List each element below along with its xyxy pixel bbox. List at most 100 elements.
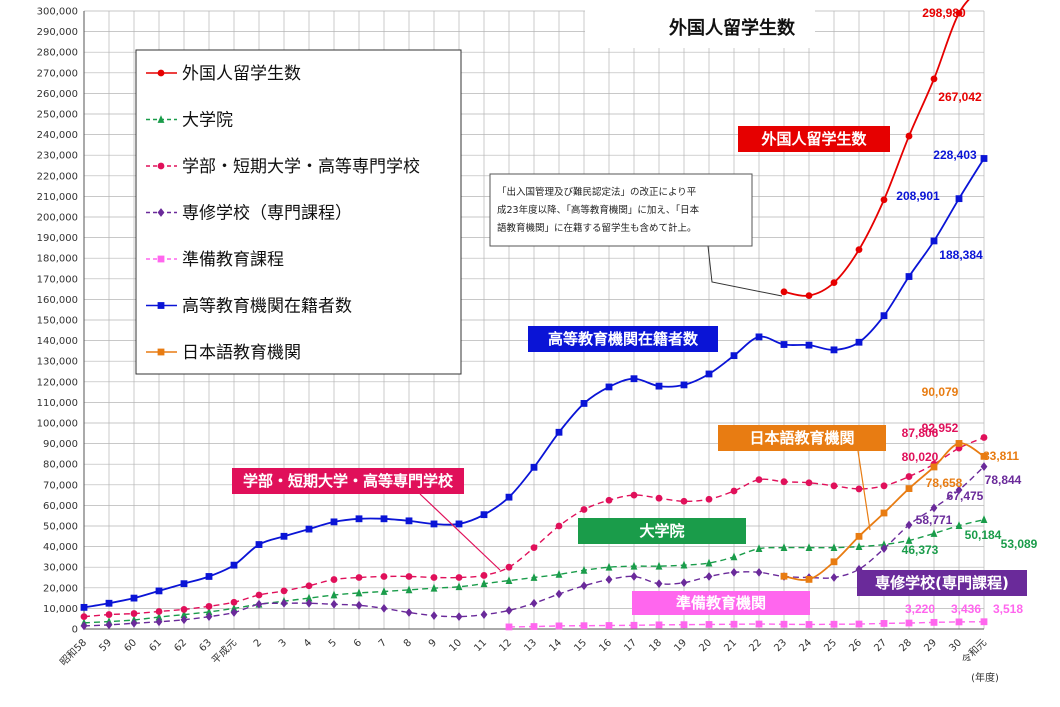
x-tick-label: 60 <box>122 637 139 654</box>
data-point <box>980 434 988 441</box>
y-tick-label: 50,000 <box>43 522 78 533</box>
x-tick-label: 14 <box>547 637 564 654</box>
data-point <box>955 521 963 530</box>
data-label: 90,079 <box>922 385 959 399</box>
data-label: 208,901 <box>896 189 940 203</box>
series-line <box>508 621 985 628</box>
data-label: 267,042 <box>938 90 982 104</box>
series-banner-label: 外国人留学生数 <box>760 130 867 148</box>
data-point <box>730 620 738 628</box>
data-point <box>905 132 913 140</box>
legend-marker <box>157 348 165 356</box>
series-group <box>505 618 988 631</box>
data-point <box>905 619 913 627</box>
data-point <box>505 623 513 631</box>
data-point <box>405 585 413 594</box>
legend-marker <box>157 302 165 309</box>
data-label: 78,844 <box>985 473 1022 487</box>
data-point <box>980 462 988 471</box>
x-tick-label: 28 <box>897 637 914 654</box>
data-point <box>80 613 88 621</box>
series-banner <box>232 468 464 494</box>
data-label: 83,811 <box>983 449 1019 463</box>
series-group <box>80 434 988 621</box>
data-point <box>480 579 488 588</box>
y-tick-label: 0 <box>72 625 78 636</box>
x-tick-label: 22 <box>747 637 764 654</box>
data-point <box>755 544 763 553</box>
series-lines <box>80 0 988 631</box>
data-point <box>305 598 313 608</box>
y-tick-label: 280,000 <box>37 48 78 59</box>
data-point <box>505 493 513 501</box>
data-point <box>305 582 313 590</box>
data-point <box>730 352 738 360</box>
data-point <box>830 558 838 566</box>
data-point <box>605 622 613 629</box>
y-tick-label: 170,000 <box>37 274 78 285</box>
data-point <box>580 581 588 591</box>
legend-marker <box>157 69 165 77</box>
data-point <box>130 618 138 628</box>
data-point <box>880 540 888 548</box>
data-point <box>980 155 988 162</box>
data-point <box>205 612 213 622</box>
data-point <box>280 598 288 608</box>
x-tick-label: 30 <box>947 637 964 654</box>
data-point <box>480 511 488 519</box>
y-tick-label: 220,000 <box>37 171 78 182</box>
data-point <box>955 440 963 447</box>
y-tick-label: 100,000 <box>37 419 78 430</box>
y-tick-label: 70,000 <box>43 480 78 491</box>
data-point <box>530 573 538 581</box>
data-label: 50,184 <box>965 528 1002 542</box>
series-banner-label: 大学院 <box>639 522 684 540</box>
data-point <box>830 346 838 354</box>
legend-label: 大学院 <box>182 111 233 131</box>
data-label: 188,384 <box>939 248 983 262</box>
series-banner <box>632 591 810 615</box>
data-point <box>230 608 238 617</box>
data-point <box>905 473 913 480</box>
gridlines <box>83 10 985 630</box>
x-tick-label: 10 <box>447 637 464 654</box>
data-point <box>805 543 813 552</box>
data-point <box>330 590 338 599</box>
x-tick-label: 3 <box>277 637 289 649</box>
x-tick-label: 7 <box>377 637 389 649</box>
data-point <box>655 579 663 589</box>
data-label: 3,436 <box>951 602 981 616</box>
data-point <box>805 292 813 299</box>
data-point <box>580 622 588 630</box>
x-tick-label: 6 <box>352 637 364 649</box>
legend-marker <box>157 115 165 123</box>
data-point <box>455 582 463 591</box>
data-point <box>855 542 863 550</box>
data-point <box>905 485 913 492</box>
data-point <box>905 273 913 280</box>
data-point <box>330 599 338 609</box>
data-point <box>605 496 613 504</box>
y-tick-label: 120,000 <box>37 377 78 388</box>
data-label: 228,403 <box>933 148 977 162</box>
x-tick-label: 9 <box>427 637 439 649</box>
data-point <box>305 525 313 533</box>
x-tick-label: 62 <box>172 637 189 654</box>
y-tick-label: 210,000 <box>37 192 78 203</box>
legend-marker <box>157 162 165 170</box>
y-tick-label: 40,000 <box>43 542 78 553</box>
data-point <box>205 602 213 610</box>
y-tick-label: 200,000 <box>37 213 78 224</box>
series-banner <box>528 326 718 352</box>
data-point <box>280 532 288 540</box>
y-tick-label: 140,000 <box>37 336 78 347</box>
series-group <box>80 155 988 611</box>
series-banner-label: 準備教育機関 <box>676 594 766 612</box>
data-point <box>855 485 863 493</box>
series-group <box>780 0 970 299</box>
data-point <box>930 529 938 537</box>
data-point <box>180 615 188 625</box>
series-banner <box>578 518 746 544</box>
data-point <box>505 576 513 584</box>
